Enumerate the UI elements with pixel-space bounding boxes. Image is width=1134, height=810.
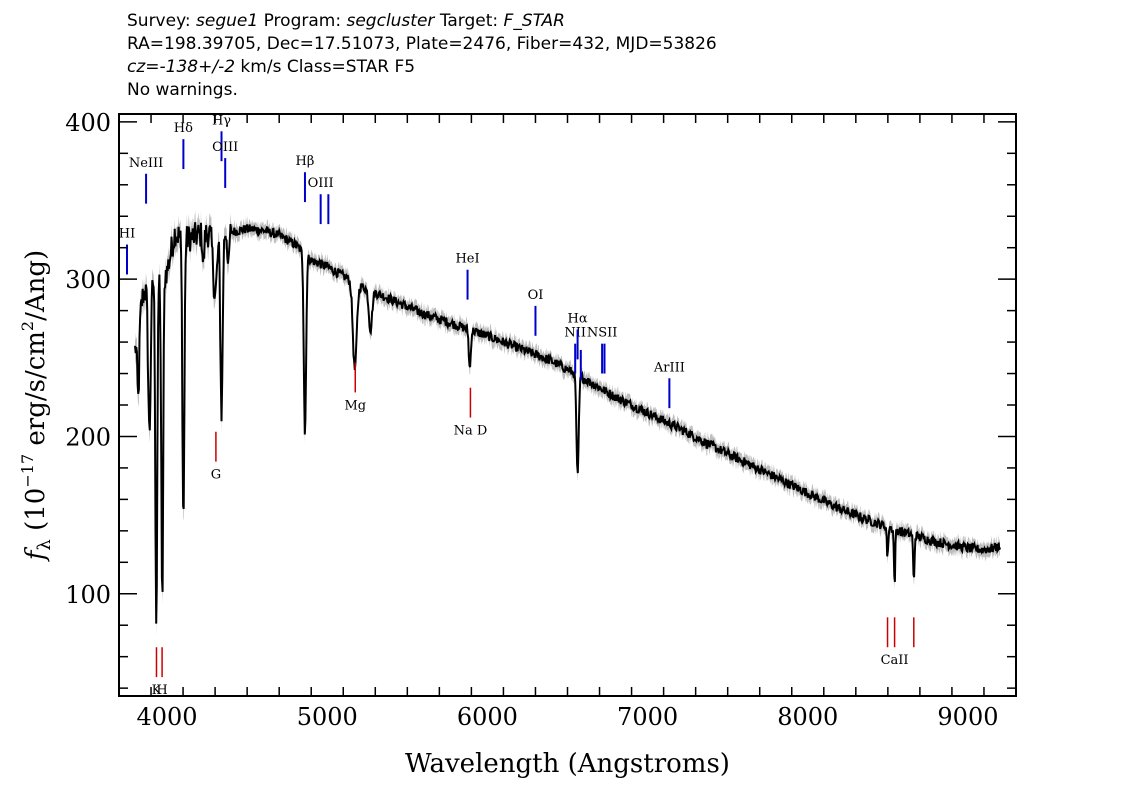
x-tick-label: 8000 (777, 703, 838, 731)
y-title-post: /Ang) (21, 250, 51, 321)
plot-frame (118, 113, 1017, 697)
line-label-sii_6716: NSII (587, 326, 618, 341)
header-line-coordinates: RA=198.39705, Dec=17.51073, Plate=2476, … (127, 34, 717, 54)
x-axis-title: Wavelength (Angstroms) (405, 749, 730, 779)
line-label-mg: Mg (344, 398, 366, 413)
line-label-ariii: ArIII (653, 360, 685, 375)
line-label-hbeta: Hβ (296, 154, 315, 169)
target-value: F_STAR (503, 11, 565, 31)
line-label-hi: HI (119, 227, 135, 242)
y-title-exp1: −17 (18, 454, 37, 488)
line-label-caii_8542: CaII (881, 653, 909, 668)
header-line-survey: Survey: segue1 Program: segcluster Targe… (127, 10, 717, 33)
x-tick-label: 6000 (457, 703, 518, 731)
y-tick-label: 200 (65, 423, 111, 451)
line-label-hgamma: Hγ (212, 113, 231, 128)
header-line-redshift: cz=-138+/-2 km/s Class=STAR F5 (127, 56, 717, 79)
x-tick-label: 5000 (297, 703, 358, 731)
program-value: segcluster (346, 11, 435, 31)
x-tick-label: 9000 (937, 703, 998, 731)
class-text: km/s Class=STAR F5 (235, 57, 416, 77)
x-tick-label: 4000 (137, 703, 198, 731)
spectrum-line (134, 222, 1001, 624)
line-label-g: G (211, 468, 221, 483)
line-label-oi: OI (528, 288, 544, 303)
y-tick-label: 300 (65, 266, 111, 294)
line-label-oiii_4363: OIII (212, 140, 238, 155)
line-label-nad: Na D (454, 424, 488, 439)
y-axis-title: fλ (10−17 erg/s/cm2/Ang) (18, 250, 55, 562)
y-title-exp2: 2 (18, 321, 37, 331)
line-label-nii_6548: NII (564, 326, 586, 341)
noise-band (135, 210, 1000, 637)
cz-value: -138+/-2 (159, 57, 236, 77)
x-tick-label: 7000 (617, 703, 678, 731)
y-tick-label: 400 (65, 109, 111, 137)
program-label: Program: (263, 11, 342, 31)
axis-ticks-layer: 4000 5000 6000 7000 8000 9000 100 200 300 400 (65, 109, 1017, 731)
header-line-warnings: No warnings. (127, 80, 238, 100)
y-title-pre: (10 (21, 488, 51, 540)
target-label: Target: (439, 11, 499, 31)
line-label-hei: HeI (455, 252, 479, 267)
y-title-sub: λ (34, 539, 55, 550)
noise-band-layer (135, 210, 1000, 637)
line-label-hdelta: Hδ (174, 121, 193, 136)
line-label-halpha: Hα (568, 311, 588, 326)
y-tick-label: 100 (65, 581, 111, 609)
spectrum-header: Survey: segue1 Program: segcluster Targe… (127, 10, 717, 102)
cz-label: cz= (127, 57, 160, 77)
line-label-neiii: NeIII (129, 156, 163, 171)
survey-label: Survey: (127, 11, 191, 31)
y-title-mid: erg/s/cm (21, 331, 51, 454)
line-label-k: K (152, 683, 162, 698)
line-label-oiii_4959: OIII (308, 176, 334, 191)
survey-value: segue1 (196, 11, 259, 31)
spectrum-layer (134, 222, 1001, 624)
line-label-h: H (156, 683, 167, 698)
